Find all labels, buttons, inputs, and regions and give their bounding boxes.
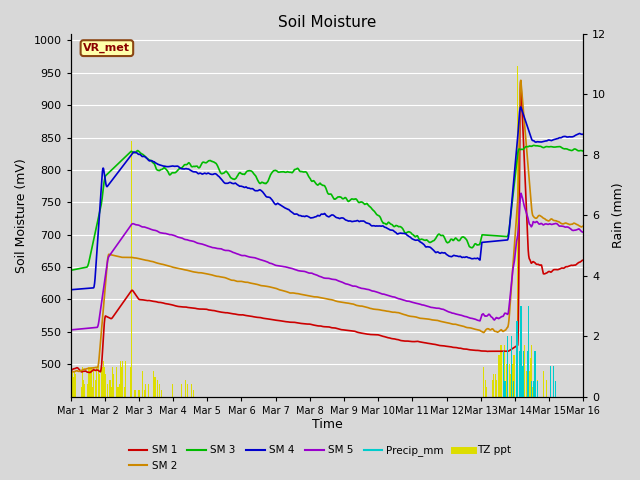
X-axis label: Time: Time bbox=[312, 419, 342, 432]
Text: VR_met: VR_met bbox=[83, 43, 131, 53]
Legend: SM 1, SM 2, SM 3, SM 4, SM 5, Precip_mm, TZ ppt: SM 1, SM 2, SM 3, SM 4, SM 5, Precip_mm,… bbox=[125, 441, 515, 475]
Title: Soil Moisture: Soil Moisture bbox=[278, 15, 376, 30]
Y-axis label: Soil Moisture (mV): Soil Moisture (mV) bbox=[15, 158, 28, 273]
Y-axis label: Rain (mm): Rain (mm) bbox=[612, 182, 625, 248]
